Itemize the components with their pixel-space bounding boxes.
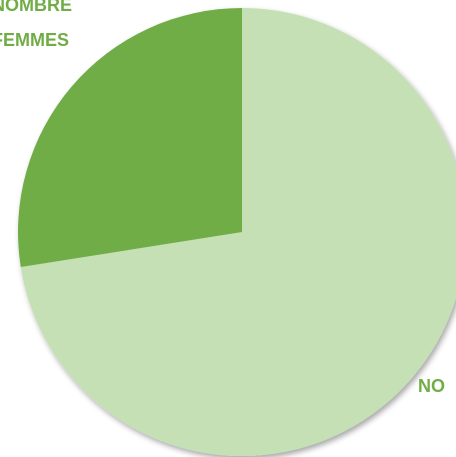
pie-labels: NO NOMBREFEMMES [0, 0, 445, 396]
pie-slice-label-1: NOMBREFEMMES [0, 0, 72, 50]
pie-slices [18, 8, 456, 456]
pie-slice-label-0: NO [418, 376, 445, 396]
pie-slice-1 [18, 8, 243, 268]
pie-slice-0 [20, 8, 456, 456]
